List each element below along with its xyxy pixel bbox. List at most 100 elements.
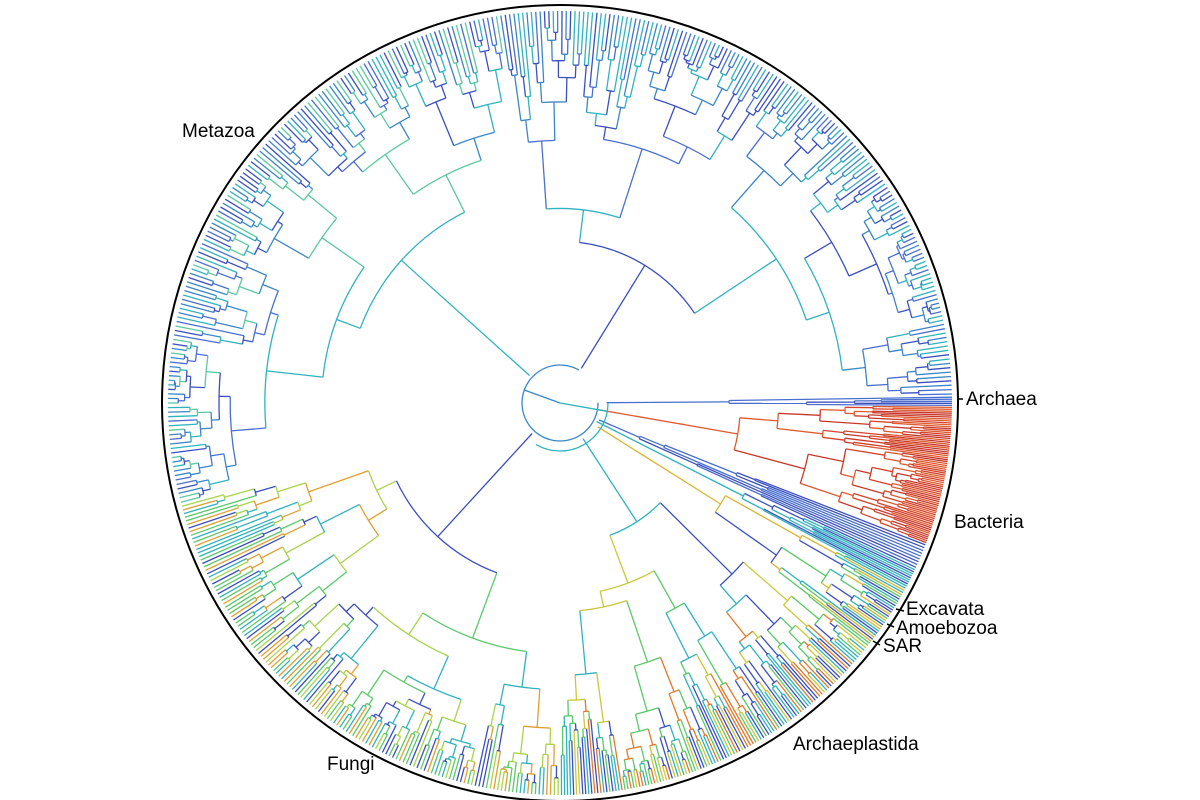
internal-branch xyxy=(752,110,757,116)
leaf-branch xyxy=(613,755,620,791)
leaf-branch xyxy=(352,705,372,736)
internal-branch xyxy=(215,297,229,303)
internal-branch xyxy=(521,651,528,688)
internal-branch xyxy=(905,258,913,263)
branch-arc xyxy=(716,703,720,707)
branch-arc xyxy=(500,768,507,771)
leaf-branch xyxy=(345,704,364,732)
internal-branch xyxy=(363,101,376,118)
leaf-branch xyxy=(303,669,331,701)
leaf-branch xyxy=(508,14,519,75)
leaf-branch xyxy=(652,753,662,782)
leaf-branch xyxy=(892,510,934,525)
leaf-branch xyxy=(893,518,931,533)
branch-arc xyxy=(246,509,250,515)
internal-branch xyxy=(196,479,209,484)
internal-branch xyxy=(280,176,289,184)
internal-branch xyxy=(352,92,362,105)
leaf-branch xyxy=(668,29,680,61)
internal-branch xyxy=(597,722,601,738)
internal-branch xyxy=(678,689,688,709)
leaf-branch xyxy=(191,268,208,276)
internal-branch xyxy=(444,758,447,762)
leaf-branch xyxy=(759,713,773,734)
leaf-branch xyxy=(220,206,244,221)
internal-branch xyxy=(776,656,783,665)
internal-branch xyxy=(190,435,202,438)
leaf-branch xyxy=(383,52,402,87)
internal-branch xyxy=(838,500,863,511)
branch-arc xyxy=(755,690,759,694)
leaf-branch xyxy=(169,433,182,436)
leaf-branch xyxy=(455,24,471,77)
leaf-branch xyxy=(860,179,883,196)
branch-arc xyxy=(345,705,349,709)
branch-arc xyxy=(609,734,614,737)
leaf-branch xyxy=(630,770,635,789)
internal-branch xyxy=(530,763,533,774)
internal-branch xyxy=(884,425,911,429)
internal-branch xyxy=(541,754,544,768)
leaf-branch xyxy=(858,176,881,193)
leaf-branch xyxy=(890,217,906,226)
branch-arc xyxy=(407,675,462,701)
branch-arc xyxy=(768,663,772,667)
leaf-branch xyxy=(473,20,480,42)
internal-branch xyxy=(582,438,638,523)
leaf-branch xyxy=(917,345,948,352)
leaf-branch xyxy=(922,285,935,291)
internal-branch xyxy=(884,490,892,494)
leaf-branch xyxy=(200,532,264,561)
leaf-branch xyxy=(891,422,952,428)
leaf-branch xyxy=(703,735,716,764)
clade-labels: Metazoa Fungi Archaeplastida SAR Amoeboz… xyxy=(182,121,1037,775)
leaf-branch xyxy=(755,692,780,729)
internal-branch xyxy=(283,585,303,600)
leaf-branch xyxy=(355,717,369,738)
internal-branch xyxy=(327,660,336,669)
internal-branch xyxy=(852,497,885,509)
internal-branch xyxy=(745,96,756,112)
leaf-branch xyxy=(265,143,311,184)
internal-branch xyxy=(653,88,658,99)
leaf-branch xyxy=(931,306,941,311)
internal-branch xyxy=(659,502,733,575)
leaf-branch xyxy=(806,403,953,407)
leaf-branch xyxy=(245,168,262,182)
internal-branch xyxy=(783,146,802,166)
branch-arc xyxy=(853,197,858,204)
internal-branch xyxy=(449,738,453,744)
internal-branch xyxy=(358,142,367,153)
internal-branch xyxy=(886,226,893,231)
internal-branch xyxy=(253,605,265,614)
internal-branch xyxy=(721,93,735,117)
leaf-branch xyxy=(310,99,337,130)
branch-arc xyxy=(788,516,792,521)
branch-arc xyxy=(414,730,420,734)
internal-branch xyxy=(337,166,343,173)
leaf-branch xyxy=(718,704,744,751)
leaf-branch xyxy=(892,407,952,410)
internal-branch xyxy=(207,271,217,277)
leaf-branch xyxy=(260,634,288,657)
internal-branch xyxy=(551,40,553,61)
internal-branch xyxy=(591,87,594,98)
branch-arc xyxy=(866,210,876,224)
internal-branch xyxy=(247,553,260,561)
internal-branch xyxy=(878,498,899,506)
internal-branch xyxy=(239,565,252,573)
leaf-branch xyxy=(241,600,287,634)
internal-branch xyxy=(695,67,699,72)
leaf-branch xyxy=(902,502,937,514)
internal-branch xyxy=(383,104,388,111)
leaf-branch xyxy=(889,447,949,457)
leaf-branch xyxy=(170,361,188,365)
internal-branch xyxy=(810,202,822,212)
branch-arc xyxy=(367,470,388,510)
internal-branch xyxy=(835,188,845,196)
internal-branch xyxy=(885,269,894,275)
branch-arc xyxy=(328,681,332,685)
leaf-branch xyxy=(320,687,342,715)
internal-branch xyxy=(227,291,237,296)
leaf-branch xyxy=(647,768,653,785)
